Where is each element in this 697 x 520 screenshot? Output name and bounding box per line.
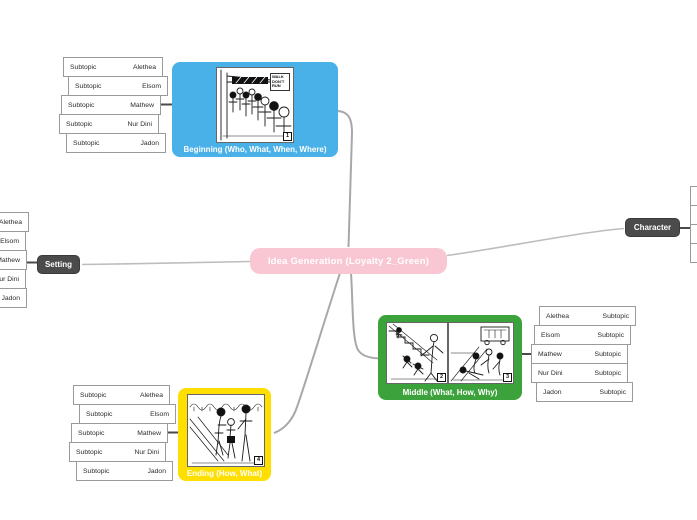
character-subtopic-table	[690, 186, 697, 267]
node-middle-label: Middle (What, How, Why)	[402, 388, 498, 397]
comic-panel-3: 3	[448, 322, 514, 384]
subtopic-cell: Subtopic	[76, 448, 103, 456]
node-character[interactable]: Character	[625, 218, 680, 237]
subtopic-cell: Subtopic	[86, 410, 113, 418]
name-cell: Elsom	[142, 82, 161, 90]
panel-number-badge: 1	[283, 132, 292, 141]
comic-panel-1: WALK DON'T RUN 1	[216, 67, 294, 143]
table-row[interactable]: Subtopic Nur Dini	[69, 442, 166, 462]
node-setting[interactable]: Setting	[37, 255, 80, 274]
comic-sketch-ambulance	[450, 326, 510, 382]
node-setting-label: Setting	[44, 260, 73, 269]
connector-center-setting	[81, 260, 251, 266]
table-row[interactable]	[690, 224, 697, 244]
table-row[interactable]: Subtopic Jadon	[76, 461, 173, 481]
node-beginning-label: Beginning (Who, What, When, Where)	[183, 145, 327, 154]
table-row[interactable]: Subtopic Alethea	[63, 57, 163, 77]
name-cell: Mathew	[0, 256, 20, 264]
table-row[interactable]: Subtopic Alethea	[73, 385, 170, 405]
subtopic-cell: Subtopic	[73, 139, 100, 147]
name-cell: Alethea	[0, 218, 22, 226]
table-row[interactable]	[690, 186, 697, 206]
node-center-label: Idea Generation (Loyalty 2_Green)	[267, 255, 430, 267]
subtopic-cell: Subtopic	[68, 101, 95, 109]
name-cell: Mathew	[130, 101, 154, 109]
comic-sketch-queue	[220, 69, 292, 141]
name-cell: Alethea	[132, 63, 156, 71]
node-ending-label: Ending (How, What)	[186, 469, 263, 478]
table-row[interactable]: Elsom Subtopic	[534, 325, 631, 345]
node-ending[interactable]: 4 Ending (How, What)	[178, 388, 271, 481]
panel-number-badge: 4	[254, 456, 263, 465]
subtopic-cell: Subtopic	[599, 388, 626, 396]
name-cell: Mathew	[538, 350, 562, 358]
name-cell: Elsom	[0, 237, 19, 245]
name-cell: Jadon	[140, 139, 159, 147]
name-cell: Nur Dini	[538, 369, 563, 377]
subtopic-cell: Subtopic	[594, 369, 621, 377]
subtopic-cell: Subtopic	[78, 429, 105, 437]
subtopic-cell: Subtopic	[75, 82, 102, 90]
subtopic-cell: Subtopic	[602, 312, 629, 320]
name-cell: Jadon	[147, 467, 166, 475]
name-cell: Nur Dini	[134, 448, 159, 456]
subtopic-cell: Subtopic	[66, 120, 93, 128]
name-cell: Mathew	[137, 429, 161, 437]
beginning-subtopic-table: Subtopic Alethea Subtopic Elsom Subtopic Ma…	[59, 57, 168, 154]
panel-number-badge: 3	[503, 373, 512, 382]
connector-center-character	[446, 227, 625, 257]
node-beginning[interactable]: WALK DON'T RUN 1 Beginning (Who, What, W…	[172, 62, 338, 157]
table-row[interactable]: Subtopic Jadon	[66, 133, 166, 153]
comic-sketch-stairs	[388, 323, 444, 382]
comic-sketch-family	[189, 403, 263, 464]
name-cell: Alethea	[139, 391, 163, 399]
table-row[interactable]: Jadon Subtopic	[536, 382, 633, 402]
name-cell: Nur Dini	[0, 275, 19, 283]
node-character-label: Character	[633, 223, 672, 232]
ending-subtopic-table: Subtopic Alethea Subtopic Elsom Subtopic Ma…	[69, 385, 176, 482]
connector-center-middle	[350, 272, 382, 360]
comic-panel-2: 2	[386, 322, 448, 384]
table-row[interactable]: Subtopic Elsom	[68, 76, 168, 96]
subtopic-cell: Subtopic	[597, 331, 624, 339]
name-cell: Alethea	[546, 312, 570, 320]
name-cell: Jadon	[543, 388, 562, 396]
table-row[interactable]: Nur Dini Subtopic	[531, 363, 628, 383]
connector-center-beginning	[337, 110, 354, 248]
middle-subtopic-table: Alethea Subtopic Elsom Subtopic Mathew Subt…	[531, 306, 636, 403]
subtopic-cell: Subtopic	[594, 350, 621, 358]
subtopic-cell: Subtopic	[70, 63, 97, 71]
table-row[interactable]: Subtopic Elsom	[79, 404, 176, 424]
subtopic-cell: Subtopic	[83, 467, 110, 475]
name-cell: Elsom	[150, 410, 169, 418]
name-cell: Jadon	[1, 294, 20, 302]
name-cell: Nur Dini	[127, 120, 152, 128]
subtopic-cell: Subtopic	[80, 391, 107, 399]
node-middle[interactable]: 2 3 Middle (What, How, Why)	[378, 315, 522, 400]
connector-center-ending	[273, 272, 341, 434]
table-row[interactable]	[690, 205, 697, 225]
walk-dont-run-sign: WALK DON'T RUN	[270, 73, 290, 91]
panel-number-badge: 2	[437, 373, 446, 382]
node-center[interactable]: Idea Generation (Loyalty 2_Green)	[250, 248, 447, 274]
table-row[interactable]: Subtopic Nur Dini	[59, 114, 159, 134]
table-row[interactable]: Subtopic Mathew	[61, 95, 161, 115]
table-row[interactable]	[690, 243, 697, 263]
table-row[interactable]: Subtopic Mathew	[71, 423, 168, 443]
comic-panel-4: 4	[187, 394, 265, 467]
table-row[interactable]: Mathew Subtopic	[531, 344, 628, 364]
table-row[interactable]: Alethea Subtopic	[539, 306, 636, 326]
name-cell: Elsom	[541, 331, 560, 339]
